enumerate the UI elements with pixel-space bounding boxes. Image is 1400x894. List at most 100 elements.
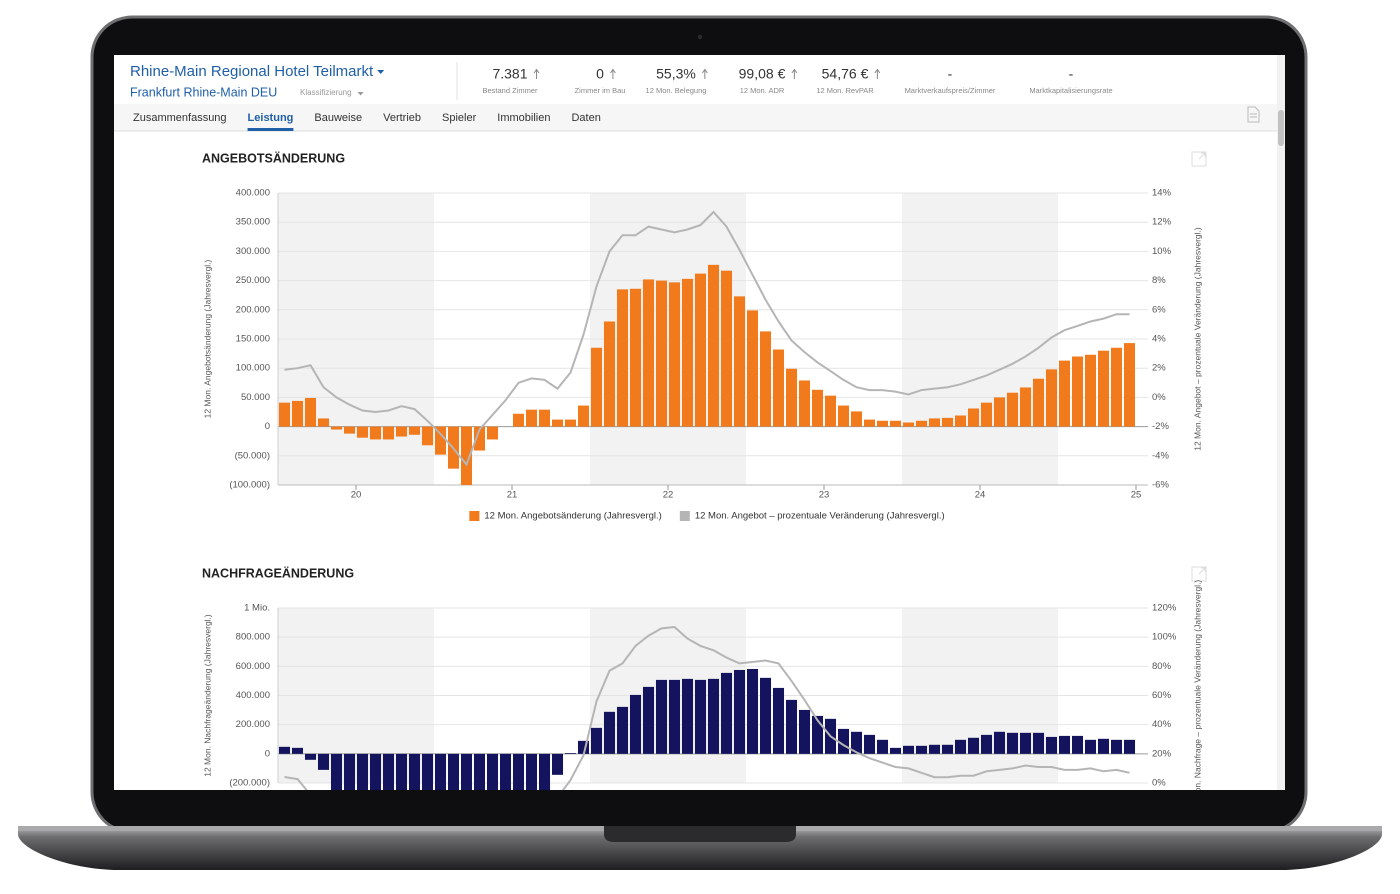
legend-label[interactable]: 12 Mon. Angebotsänderung (Jahresvergl.) <box>484 511 661 522</box>
bar <box>759 331 772 427</box>
bar <box>850 731 863 754</box>
bar <box>629 694 642 754</box>
y-tick-label: 0 <box>265 748 270 759</box>
kpi-value: 0 <box>596 66 604 82</box>
expand-icon[interactable] <box>1191 566 1207 582</box>
y2-tick-label: -6% <box>1152 480 1169 491</box>
kpi-label: Marktverkaufspreis/Zimmer <box>905 86 996 95</box>
tab[interactable]: Zusammenfassung <box>133 112 227 124</box>
title-dropdown[interactable] <box>377 70 385 74</box>
bar <box>642 279 655 427</box>
bar <box>837 405 850 427</box>
bar <box>1123 343 1136 427</box>
bar <box>1045 369 1058 427</box>
line <box>284 625 1130 790</box>
y2-tick-label: 12% <box>1152 217 1172 228</box>
legend-swatch <box>469 511 480 521</box>
active-tab-underline <box>247 128 294 131</box>
bar <box>369 753 382 790</box>
scrollbar-thumb[interactable] <box>1278 110 1284 146</box>
y2-tick-label: 0% <box>1152 392 1166 403</box>
bar <box>356 753 369 790</box>
y-axis-title: 12 Mon. Angebotsänderung (Jahresvergl.) <box>202 259 212 418</box>
tab[interactable]: Spieler <box>442 112 477 124</box>
y2-tick-label: 80% <box>1152 661 1172 672</box>
bar <box>1058 360 1071 427</box>
tab[interactable]: Leistung <box>248 112 294 124</box>
market-title[interactable]: Rhine-Main Regional Hotel Teilmarkt <box>130 63 374 80</box>
bar <box>408 753 421 790</box>
bar <box>798 709 811 754</box>
bar <box>785 699 798 754</box>
y2-axis-title: 12 Mon. Nachfrage – prozentuale Veränder… <box>1192 580 1202 812</box>
bar <box>1071 356 1084 427</box>
bar <box>928 744 941 754</box>
y2-tick-label: 4% <box>1152 334 1166 345</box>
bar <box>772 349 785 427</box>
y2-tick-label: 60% <box>1152 690 1172 701</box>
bar <box>499 753 512 790</box>
bar <box>655 679 668 754</box>
bar <box>811 715 824 754</box>
bar <box>434 753 447 790</box>
classification[interactable]: Klassifizierung <box>300 88 352 97</box>
bar <box>1097 350 1110 427</box>
bar <box>863 734 876 754</box>
y2-tick-label: 10% <box>1152 246 1172 257</box>
bar <box>421 753 434 790</box>
tab[interactable]: Vertrieb <box>383 112 421 124</box>
y2-tick-label: 8% <box>1152 275 1166 286</box>
bar <box>460 426 473 485</box>
kpi-value: - <box>948 66 953 82</box>
bar <box>1097 738 1110 754</box>
legend-label[interactable]: 12 Mon. Angebot – prozentuale Veränderun… <box>695 511 945 522</box>
bar <box>889 747 902 754</box>
kpi-label: 12 Mon. Belegung <box>646 86 707 95</box>
y-tick-label: 1 Mio. <box>244 603 270 614</box>
legend-swatch <box>679 511 690 521</box>
tab[interactable]: Immobilien <box>497 112 550 124</box>
legend: 12 Mon. Angebotsänderung (Jahresvergl.) 1… <box>469 511 945 522</box>
chart-title: NACHFRAGEÄNDERUNG <box>202 565 354 580</box>
bar <box>941 417 954 427</box>
y2-tick-label: 100% <box>1152 632 1177 643</box>
bar <box>1006 392 1019 427</box>
kpi-label: 12 Mon. RevPAR <box>816 86 874 95</box>
y2-tick-label: 6% <box>1152 304 1166 315</box>
y-tick-label: 150.000 <box>236 334 270 345</box>
y-tick-label: 800.000 <box>236 632 270 643</box>
tab[interactable]: Daten <box>571 112 600 124</box>
bar <box>434 426 447 455</box>
bar <box>902 745 915 754</box>
bar <box>564 419 577 427</box>
bar <box>382 753 395 790</box>
bar <box>681 678 694 754</box>
bar <box>915 745 928 754</box>
bar <box>733 669 746 754</box>
bar <box>681 278 694 427</box>
bar <box>395 753 408 790</box>
bar <box>1084 354 1097 427</box>
report-icon[interactable] <box>1247 106 1260 123</box>
expand-icon[interactable] <box>1191 151 1207 167</box>
bar <box>1006 732 1019 754</box>
y-tick-label: 600.000 <box>236 661 270 672</box>
bar <box>1019 732 1032 754</box>
bar <box>616 706 629 754</box>
bar <box>993 397 1006 427</box>
kpi-trend-arrow <box>874 68 881 79</box>
bar <box>642 686 655 754</box>
bar <box>304 753 317 760</box>
bar <box>837 728 850 754</box>
kpi-label: Bestand Zimmer <box>482 86 538 95</box>
tab[interactable]: Bauweise <box>314 112 362 124</box>
y2-axis-title: 12 Mon. Angebot – prozentuale Veränderun… <box>1192 227 1202 451</box>
bar <box>1019 387 1032 427</box>
y-tick-label: (100.000) <box>229 480 270 491</box>
bar <box>447 753 460 790</box>
y2-tick-label: -2% <box>1152 421 1169 432</box>
x-tick-label: 23 <box>819 490 830 501</box>
classification-dropdown[interactable] <box>357 92 364 96</box>
